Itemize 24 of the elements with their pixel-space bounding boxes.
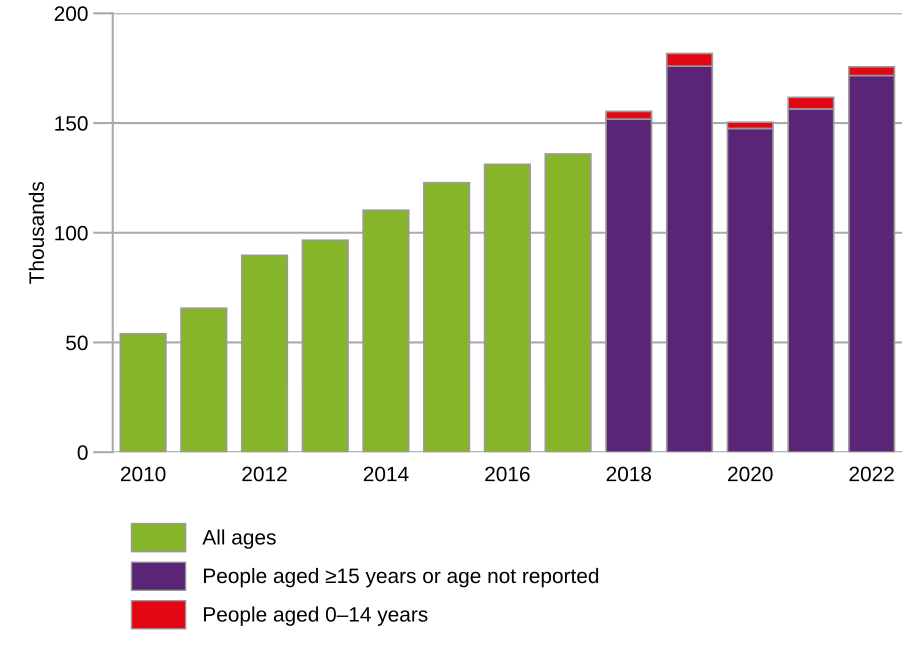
y-tick-label: 150 [55,116,88,131]
bar [120,332,167,452]
bar [302,239,349,452]
x-tick-label: 2014 [364,466,409,482]
legend-label: All ages [202,529,276,549]
x-tick-label: 2016 [485,466,530,482]
bar [484,163,531,452]
x-tick-label: 2012 [242,466,287,482]
y-tick-label: 200 [54,6,88,22]
bar [362,209,410,452]
x-tick-label: 2018 [606,466,652,482]
bar [240,254,288,452]
x-tick-label: 2020 [728,466,773,482]
y-tick-label: 0 [78,445,88,460]
bar [544,153,592,452]
legend-label: People aged 0–14 years [204,606,428,626]
bar [180,307,228,452]
x-tick-label: 2010 [120,466,166,482]
y-axis-title: Thousands [28,182,44,284]
legend-label: People aged ≥15 years or age not reported [204,568,598,588]
y-tick-label: 100 [55,226,88,241]
y-tick-label: 50 [66,335,88,350]
bar [423,182,470,452]
x-tick-label: 2022 [850,466,894,482]
